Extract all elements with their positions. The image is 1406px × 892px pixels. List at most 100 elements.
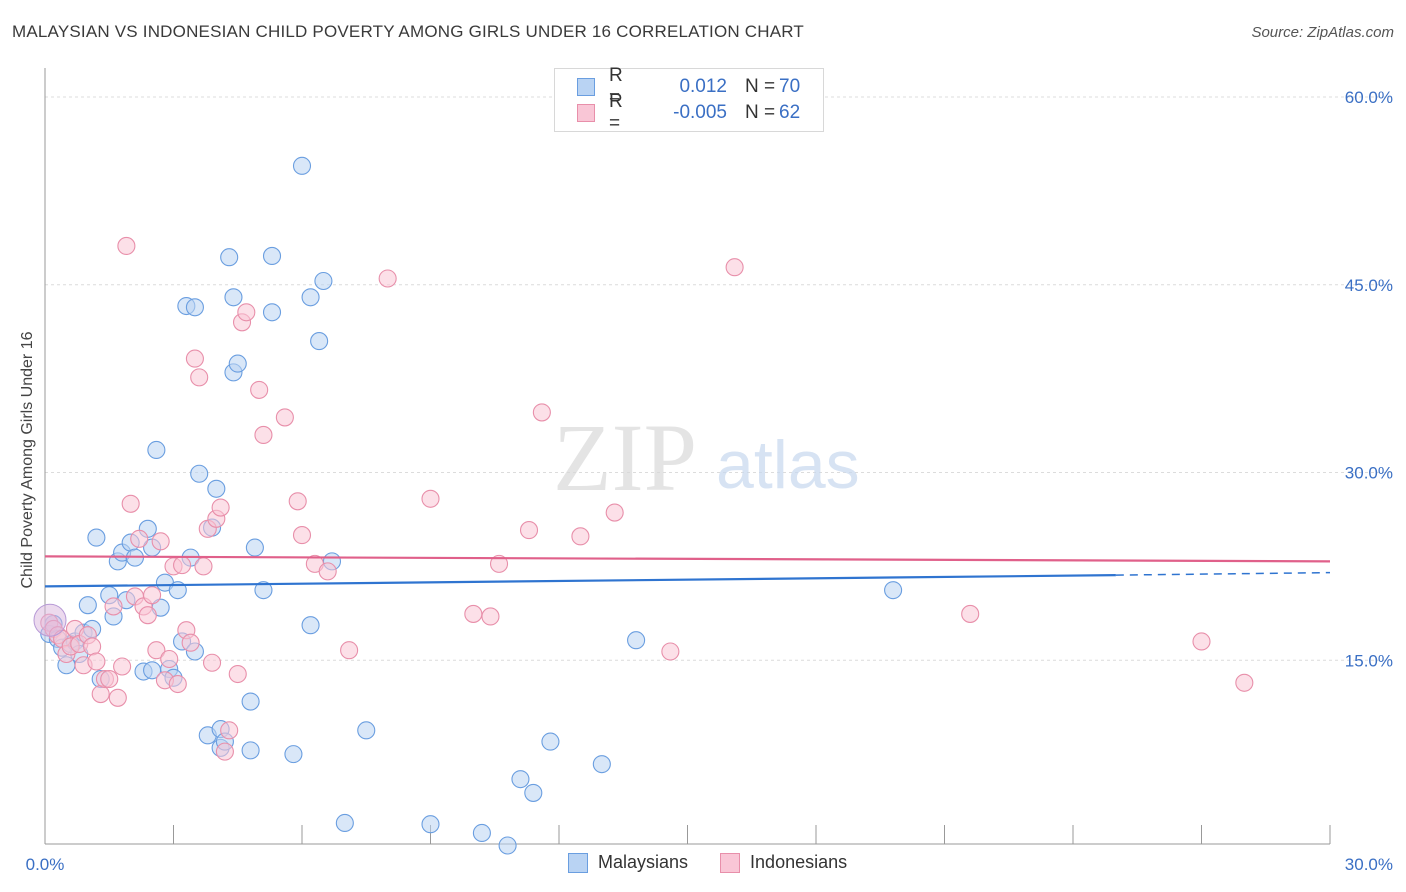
indonesians-point — [173, 556, 192, 575]
malaysians-point — [310, 332, 329, 351]
malaysians-point — [292, 156, 312, 175]
malaysians-point — [884, 581, 903, 600]
r-value: -0.005 — [673, 102, 727, 123]
indonesians-point — [130, 529, 149, 548]
indonesians-point — [228, 664, 247, 684]
malaysians-point — [220, 248, 239, 267]
n-value: 70 — [779, 76, 801, 97]
legend-row-indonesians: R = -0.005 N = 62 — [577, 91, 801, 134]
indonesians-point — [190, 368, 209, 387]
watermark-atlas: atlas — [716, 427, 860, 503]
n-label: N = — [745, 76, 776, 97]
indonesians-point — [292, 526, 312, 545]
series-legend: Malaysians Indonesians — [568, 852, 879, 873]
malaysians-point — [224, 288, 243, 307]
indonesians-point — [378, 269, 397, 288]
indonesians-point — [532, 403, 551, 422]
x-tick-label: 30.0% — [1345, 855, 1393, 874]
malaysians-point — [498, 836, 517, 855]
indonesians-point — [605, 503, 624, 522]
indonesians-point — [91, 684, 110, 704]
indonesians-point — [288, 492, 307, 511]
r-label: R = — [609, 65, 623, 108]
source-label: Source: ZipAtlas.com — [1251, 24, 1394, 41]
malaysians-point — [541, 732, 560, 751]
indonesians-legend-label: Indonesians — [750, 852, 848, 872]
indonesians-point — [211, 498, 230, 517]
indonesians-point — [104, 597, 123, 616]
indonesians-point — [237, 303, 256, 322]
n-label: N = — [745, 102, 776, 123]
indonesians-point — [340, 641, 359, 660]
malaysians-point — [147, 440, 166, 460]
malaysians-point — [627, 631, 646, 650]
y-tick-label: 30.0% — [1345, 464, 1393, 483]
malaysians-point — [241, 741, 260, 760]
indonesians-point — [519, 521, 539, 540]
indonesians-point — [421, 489, 440, 508]
watermark-zip: ZIP — [553, 404, 697, 511]
indonesians-point — [138, 606, 157, 625]
indonesians-point — [181, 633, 200, 652]
malaysians-point — [592, 755, 611, 774]
indonesians-point — [151, 532, 170, 551]
n-value: 62 — [779, 102, 801, 123]
malaysians-point — [241, 692, 260, 711]
malaysians-point — [185, 298, 204, 317]
indonesians-point — [661, 642, 680, 661]
indonesians-point — [481, 607, 500, 626]
malaysians-trend-line — [44, 574, 1116, 588]
indonesians-point — [87, 652, 106, 671]
malaysians-point — [357, 721, 376, 740]
indonesians-point — [275, 408, 294, 427]
indonesians-point — [100, 669, 119, 689]
malaysians-legend-swatch — [568, 852, 588, 873]
indonesians-point — [489, 554, 509, 573]
indonesians-point — [121, 494, 140, 513]
indonesians-legend-swatch — [720, 852, 741, 873]
y-tick-label: 60.0% — [1345, 88, 1393, 107]
indonesians-point — [117, 236, 136, 255]
malaysians-trend-extension — [1115, 571, 1331, 576]
indonesians-point — [1235, 673, 1254, 692]
indonesians-point — [220, 721, 239, 740]
indonesians-point — [725, 258, 744, 277]
indonesians-point — [194, 557, 213, 576]
malaysians-point — [207, 479, 226, 498]
malaysians-point — [228, 354, 247, 373]
indonesians-point — [464, 604, 483, 623]
malaysians-point — [254, 581, 273, 600]
malaysians-point — [78, 596, 97, 615]
malaysians-point — [511, 770, 530, 789]
legend-row-malaysians: R = 0.012 N = 70 — [577, 65, 801, 108]
malaysians-point — [472, 823, 491, 843]
malaysians-point — [245, 538, 264, 557]
indonesians-point — [147, 641, 166, 660]
malaysians-point — [262, 303, 282, 322]
r-label: R = — [609, 91, 623, 134]
indonesians-trend-line — [44, 555, 1331, 563]
y-tick-label: 15.0% — [1345, 651, 1393, 670]
malaysians-point — [314, 271, 333, 291]
indonesians-point — [961, 604, 980, 623]
indonesians-point — [185, 349, 204, 368]
malaysians-point — [190, 464, 209, 483]
indonesians-point — [168, 674, 187, 694]
indonesians-point — [203, 653, 222, 672]
malaysians-point — [284, 745, 303, 764]
malaysians-point — [262, 246, 282, 266]
indonesians-point — [160, 649, 179, 669]
indonesians-swatch — [577, 104, 595, 122]
malaysians-point — [524, 783, 543, 802]
legend-item-malaysians[interactable]: Malaysians — [568, 852, 688, 873]
malaysians-swatch — [577, 78, 595, 96]
cluster-point — [33, 603, 67, 637]
malaysians-legend-label: Malaysians — [598, 852, 689, 872]
indonesians-point — [571, 527, 590, 546]
r-value: 0.012 — [679, 76, 727, 97]
chart-title: MALAYSIAN VS INDONESIAN CHILD POVERTY AM… — [12, 22, 805, 41]
indonesians-point — [108, 688, 127, 707]
indonesians-point — [1192, 632, 1211, 651]
legend-item-indonesians[interactable]: Indonesians — [720, 852, 847, 873]
